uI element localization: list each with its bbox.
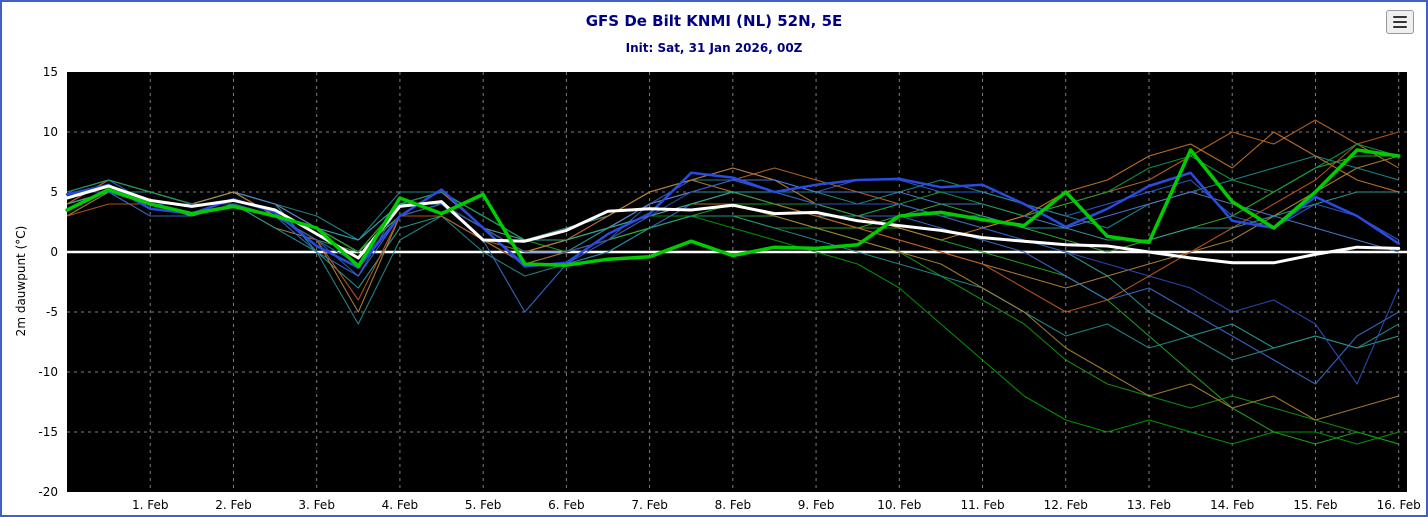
y-tick-label: 5 [50,185,58,199]
x-tick-label: 13. Feb [1127,498,1171,512]
chart-title: GFS De Bilt KNMI (NL) 52N, 5E [585,12,843,30]
x-tick-label: 10. Feb [877,498,921,512]
x-tick-label: 1. Feb [132,498,169,512]
chart-subtitle: Init: Sat, 31 Jan 2026, 00Z [625,41,803,55]
x-tick-label: 11. Feb [960,498,1004,512]
y-tick-label: -5 [46,305,58,319]
x-tick-label: 5. Feb [465,498,502,512]
x-tick-label: 6. Feb [548,498,585,512]
x-tick-label: 2. Feb [215,498,252,512]
x-tick-label: 8. Feb [715,498,752,512]
x-tick-label: 16. Feb [1377,498,1421,512]
y-tick-label: 0 [50,245,58,259]
operational-run-line [65,148,1401,269]
x-tick-label: 3. Feb [298,498,335,512]
x-tick-label: 7. Feb [631,498,668,512]
y-tick-label: 10 [43,125,58,139]
plot-area [67,72,1407,492]
x-tick-label: 15. Feb [1293,498,1337,512]
menu-button[interactable] [1386,10,1414,34]
ensemble-mean-line [65,184,1401,265]
x-tick-label: 14. Feb [1210,498,1254,512]
x-tick-label: 9. Feb [798,498,835,512]
y-tick-label: -10 [38,365,58,379]
y-tick-label: 15 [43,65,58,79]
hamburger-menu-icon [1393,16,1407,28]
y-tick-label: -15 [38,425,58,439]
y-axis-title: 2m dauwpunt (°C) [14,225,28,337]
x-tick-label: 12. Feb [1044,498,1088,512]
ensemble-member-line [66,191,1399,361]
y-tick-label: -20 [38,485,58,499]
x-tick-label: 4. Feb [382,498,419,512]
